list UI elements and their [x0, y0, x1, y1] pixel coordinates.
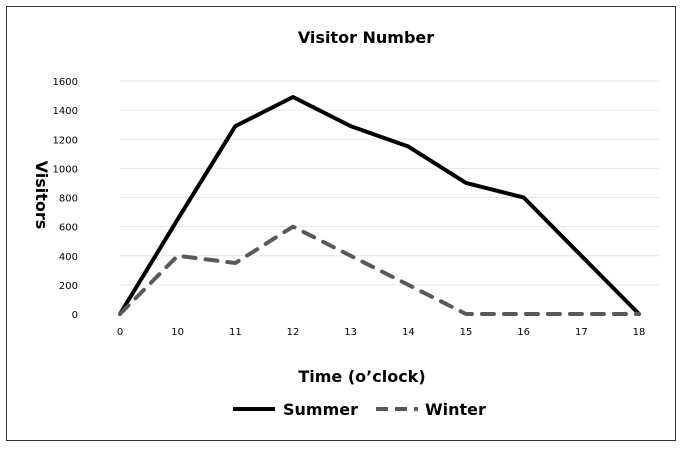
y-tick-label: 1600	[53, 77, 78, 88]
x-axis-label: Time (o’clock)	[298, 367, 425, 386]
y-tick-label: 1000	[53, 164, 78, 175]
x-tick-label: 10	[171, 327, 184, 338]
legend-label-winter: Winter	[425, 400, 486, 419]
y-tick-labels: 0 200 400 600 800 1000 1200 1400 1600	[53, 77, 78, 321]
x-tick-labels: 0 10 11 12 13 14 15 16 17 18	[117, 327, 646, 338]
x-tick-label: 16	[517, 327, 530, 338]
x-tick-label: 11	[229, 327, 242, 338]
legend-label-summer: Summer	[283, 400, 358, 419]
y-axis-label: Visitors	[32, 161, 51, 230]
series-lines	[118, 95, 641, 316]
y-tick-label: 600	[59, 223, 78, 234]
y-tick-label: 400	[59, 252, 78, 263]
y-tick-label: 800	[59, 194, 78, 205]
y-tick-label: 1200	[53, 135, 78, 146]
chart-title: Visitor Number	[298, 28, 434, 47]
y-tick-label: 200	[59, 281, 78, 292]
chart-frame	[6, 6, 676, 441]
series-line-winter	[118, 224, 641, 316]
x-tick-label: 18	[633, 327, 646, 338]
y-tick-label: 1400	[53, 106, 78, 117]
x-tick-label: 17	[575, 327, 588, 338]
series-line-summer	[118, 95, 641, 316]
x-tick-label: 0	[117, 327, 123, 338]
series-summer	[118, 95, 641, 316]
x-tick-label: 15	[460, 327, 473, 338]
series-winter	[118, 224, 641, 316]
x-tick-label: 14	[402, 327, 415, 338]
y-tick-label: 0	[72, 310, 78, 321]
x-tick-label: 13	[344, 327, 357, 338]
legend: Summer Winter	[233, 400, 486, 419]
x-tick-label: 12	[287, 327, 300, 338]
